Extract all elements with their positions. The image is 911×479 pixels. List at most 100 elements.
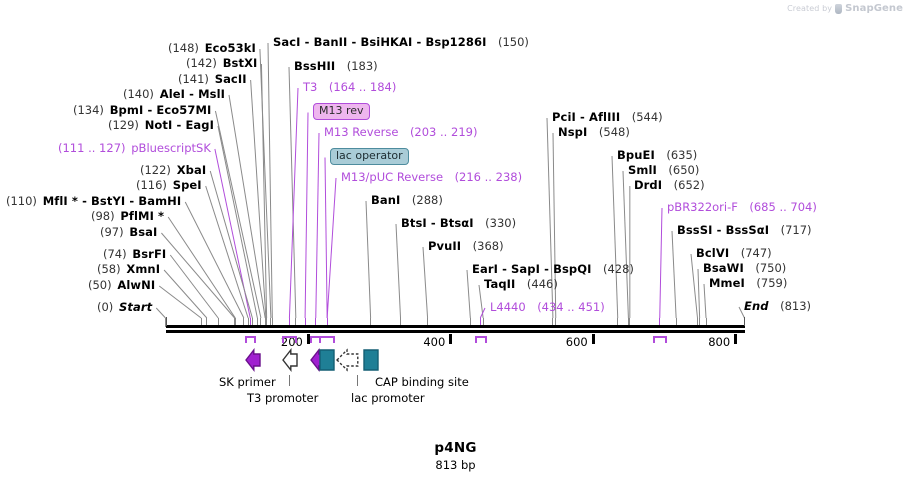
annotation-label-mmei[interactable]: MmeI (759): [709, 277, 787, 289]
annotation-position-eco53ki: (148): [168, 41, 199, 55]
annotation-name-l4440: L4440: [490, 300, 526, 314]
snapgene-logo-icon: [835, 3, 843, 14]
leader-line-eari: [466, 269, 471, 319]
annotation-label-l4440[interactable]: L4440 (434 .. 451): [490, 301, 605, 313]
plasmid-length: 813 bp: [435, 458, 476, 472]
annotation-label-eco53ki[interactable]: (148) Eco53kI: [168, 42, 256, 54]
annotation-label-pbluescriptsk[interactable]: (111 .. 127) pBluescriptSK: [58, 142, 211, 154]
annotation-label-bsshii[interactable]: BssHII (183): [294, 60, 378, 72]
annotation-name-noti-eagi: NotI - EagI: [144, 118, 214, 132]
annotation-label-noti-eagi[interactable]: (129) NotI - EagI: [108, 119, 214, 131]
annotation-label-bsai[interactable]: (97) BsaI: [100, 226, 157, 238]
annotation-position-mfli: (110): [6, 194, 37, 208]
ruler-tick-mark-200: [306, 334, 310, 344]
ruler-tick-label-200: 200: [280, 335, 303, 349]
annotation-label-xbai[interactable]: (122) XbaI: [140, 164, 206, 176]
annotation-label-xmni[interactable]: (58) XmnI: [97, 263, 160, 275]
feature-name-t3-promoter-name[interactable]: T3 promoter: [247, 391, 319, 405]
pbr322ori-bracket-bar: [653, 336, 667, 338]
annotation-position-btsi: (330): [485, 216, 517, 230]
annotation-label-smli[interactable]: SmlI (650): [628, 164, 699, 176]
feature-glyph-lac-promoter[interactable]: [336, 348, 359, 372]
annotation-label-t3[interactable]: T3 (164 .. 184): [303, 81, 396, 93]
annotation-label-btsi[interactable]: BtsI - BtsαI (330): [401, 217, 516, 229]
m13puc-bracket-bar: [319, 336, 335, 338]
annotation-label-nspi[interactable]: NspI (548): [558, 126, 630, 138]
annotation-label-bstxi[interactable]: (142) BstXI: [186, 57, 257, 69]
annotation-label-bpuei[interactable]: BpuEI (635): [617, 149, 697, 161]
annotation-name-mmei: MmeI: [709, 276, 745, 290]
cut-site-tick-pflmi: [234, 318, 236, 327]
leader-line-bsrfi: [169, 254, 219, 319]
feature-glyph-t3-promoter[interactable]: [282, 348, 298, 372]
annotation-label-start[interactable]: (0) Start: [97, 301, 152, 313]
feature-glyph-cap-binding[interactable]: [363, 348, 380, 372]
annotation-label-saci[interactable]: SacI - BanII - BsiHKAI - Bsp1286I (150): [273, 36, 529, 48]
l4440-bracket-bar: [474, 336, 487, 338]
leader-line-mfli: [184, 201, 245, 319]
cut-site-tick-bstxi: [266, 318, 268, 327]
annotation-position-pbr322ori: (685 .. 704): [749, 200, 817, 214]
annotation-name-lacoperator: lac operator: [336, 149, 403, 162]
annotation-label-lacoperator[interactable]: lac operator: [330, 148, 409, 165]
leader-line-eco53ki: [259, 48, 272, 319]
annotation-label-alei-msli[interactable]: (140) AleI - MslI: [123, 88, 225, 100]
annotation-position-bpuei: (635): [666, 148, 698, 162]
annotation-name-m13puc: M13/pUC Reverse: [341, 170, 444, 184]
annotation-label-pvuii[interactable]: PvuII (368): [428, 240, 504, 252]
annotation-label-taqii[interactable]: TaqII (446): [484, 278, 558, 290]
m13puc-bracket-left: [319, 336, 322, 343]
annotation-label-m13puc[interactable]: M13/pUC Reverse (216 .. 238): [341, 171, 522, 183]
cut-site-tick-smli: [627, 318, 629, 327]
l4440-bracket: [474, 336, 487, 343]
annotation-label-bpmi[interactable]: (134) BpmI - Eco57MI: [73, 104, 211, 116]
annotation-label-bsrfi[interactable]: (74) BsrFI: [103, 248, 166, 260]
leader-line-saci: [267, 42, 273, 319]
feature-name-lac-promoter-name[interactable]: lac promoter: [351, 391, 425, 405]
l4440-bracket-left: [474, 336, 477, 343]
cut-site-tick-lacoperator: [326, 318, 328, 327]
ruler-tick-label-400: 400: [423, 335, 446, 349]
feature-glyph-sk-primer[interactable]: [244, 348, 261, 372]
annotation-name-pbluescriptsk: pBluescriptSK: [131, 141, 211, 155]
annotation-label-m13reverse[interactable]: M13 Reverse (203 .. 219): [324, 126, 477, 138]
leader-line-bsawi: [697, 268, 701, 319]
annotation-label-bsssi[interactable]: BssSI - BssSαI (717): [677, 224, 812, 236]
annotation-label-m13rev[interactable]: M13 rev: [313, 103, 370, 120]
pbr322ori-bracket-right: [664, 336, 667, 343]
annotation-label-bani[interactable]: BanI (288): [371, 194, 443, 206]
leader-line-pbr322ori: [659, 207, 663, 319]
pbluescriptsk-bracket-left: [244, 336, 247, 343]
annotation-label-pflmi[interactable]: (98) PflMI *: [91, 210, 164, 222]
annotation-label-eari[interactable]: EarI - SapI - BspQI (428): [472, 263, 634, 275]
annotation-label-bcivi[interactable]: BclVI (747): [696, 247, 772, 259]
leader-line-mmei: [703, 283, 707, 319]
annotation-name-bcivi: BclVI: [696, 246, 730, 260]
annotation-label-drdi[interactable]: DrdI (652): [634, 179, 705, 191]
annotation-name-end: End: [744, 299, 769, 313]
annotation-label-alwni[interactable]: (50) AlwNI: [88, 279, 155, 291]
cut-site-tick-pbluescriptsk: [249, 318, 251, 327]
feature-name-cap-binding-name[interactable]: CAP binding site: [375, 375, 469, 389]
cut-site-tick-taqii: [482, 318, 484, 327]
annotation-label-pbr322ori[interactable]: pBR322ori-F (685 .. 704): [667, 201, 817, 213]
annotation-label-bsawi[interactable]: BsaWI (750): [703, 262, 786, 274]
annotation-label-sacii[interactable]: (141) SacII: [178, 73, 247, 85]
annotation-label-end[interactable]: End (813): [744, 300, 811, 312]
feature-name-sk-primer-name[interactable]: SK primer: [219, 375, 276, 389]
leader-line-pbluescriptsk: [214, 148, 251, 319]
cut-site-tick-bpmi: [260, 318, 262, 327]
feature-glyph-lac-operator-glyph[interactable]: [319, 348, 336, 372]
cut-site-tick-mmei: [705, 318, 707, 327]
annotation-label-spei[interactable]: (116) SpeI: [136, 179, 202, 191]
annotation-name-nspi: NspI: [558, 125, 588, 139]
leader-line-bpmi: [214, 110, 262, 319]
cut-site-tick-eco53ki: [270, 318, 272, 327]
annotation-position-pvuii: (368): [472, 239, 504, 253]
annotation-label-mfli[interactable]: (110) MflI * - BstYI - BamHI: [6, 195, 181, 207]
cut-site-tick-mfli: [243, 318, 245, 327]
cut-site-tick-btsi: [400, 318, 402, 327]
leader-line-l4440: [479, 307, 486, 319]
annotation-label-pcii[interactable]: PciI - AflIII (544): [552, 111, 663, 123]
